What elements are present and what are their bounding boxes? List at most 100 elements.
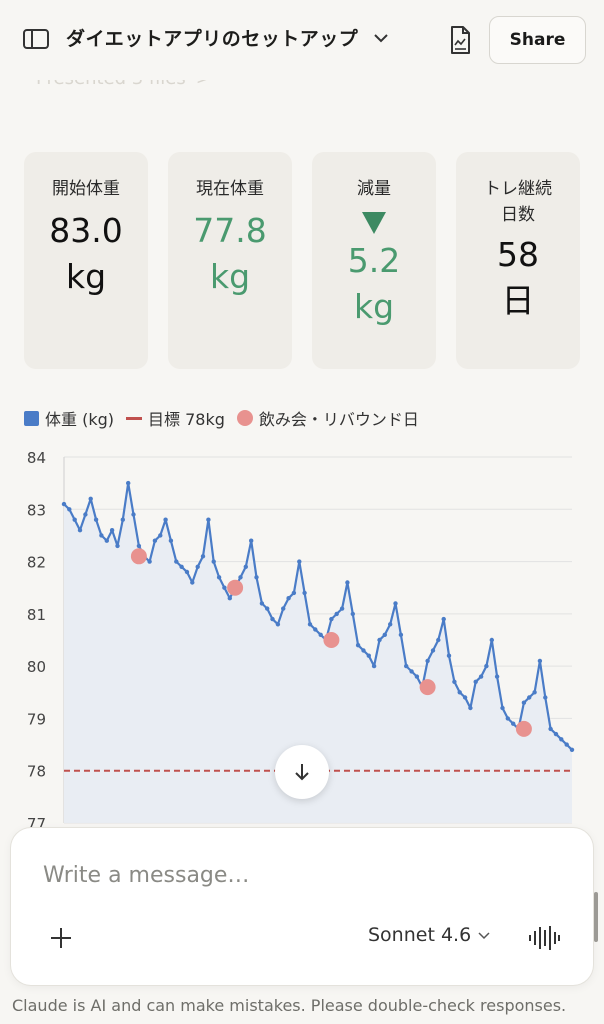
weight-data-point	[136, 543, 142, 549]
chevron-down-icon	[478, 932, 490, 940]
weight-data-point	[174, 559, 179, 564]
voice-waveform-icon[interactable]	[527, 924, 561, 952]
weight-data-point	[275, 622, 281, 627]
stat-number: 58	[497, 235, 539, 274]
weight-data-point	[216, 575, 222, 580]
scroll-down-button[interactable]	[275, 745, 329, 799]
weight-data-point	[484, 663, 489, 669]
weight-data-point	[265, 606, 270, 611]
weight-data-point	[313, 627, 318, 632]
stat-value: 5.2 kg	[312, 238, 436, 330]
y-tick-label: 83	[27, 501, 46, 519]
weight-data-point	[318, 632, 323, 637]
conversation-title: ダイエットアプリのセットアップ	[66, 28, 359, 50]
legend-swatch-rebound	[236, 410, 253, 426]
conversation-title-button[interactable]: ダイエットアプリのセットアップ	[66, 24, 390, 51]
message-composer: Sonnet 4.6	[11, 828, 593, 985]
stat-card-current-weight: 現在体重 77.8 kg	[168, 152, 292, 369]
weight-data-point	[414, 674, 420, 679]
weight-data-point	[441, 616, 446, 622]
scrollbar[interactable]	[594, 892, 598, 942]
y-tick-label: 80	[27, 658, 46, 676]
weight-data-point	[61, 501, 67, 507]
weight-data-point	[195, 564, 200, 569]
weight-data-point	[104, 538, 110, 543]
stat-unit: kg	[65, 257, 107, 296]
weight-data-point	[254, 575, 259, 580]
weight-data-point	[404, 663, 409, 669]
weight-data-point	[286, 596, 291, 601]
stat-card-weight-loss: 減量 5.2 kg	[312, 152, 436, 369]
weight-data-point	[436, 637, 441, 643]
weight-data-point	[302, 590, 307, 596]
weight-data-point	[270, 616, 275, 622]
weight-data-point	[211, 559, 216, 564]
weight-data-point	[339, 606, 345, 611]
chart-legend: 体重 (kg) 目標 78kg 飲み会・リバウンド日	[24, 406, 419, 430]
message-input[interactable]	[43, 858, 543, 892]
weight-data-point	[83, 512, 88, 517]
weight-data-point	[553, 731, 559, 737]
weight-data-point	[334, 611, 339, 617]
sidebar-toggle-icon[interactable]	[22, 26, 50, 52]
stat-number: 5.2	[347, 241, 401, 280]
weight-data-point	[329, 616, 334, 622]
weight-data-point	[569, 747, 575, 752]
weight-data-point	[281, 606, 286, 611]
weight-data-point	[537, 658, 543, 664]
rebound-marker	[323, 632, 340, 648]
weight-data-point	[452, 679, 457, 684]
legend-label-weight: 体重 (kg)	[45, 410, 114, 429]
weight-data-point	[131, 512, 136, 517]
stat-value: 77.8 kg	[168, 208, 292, 300]
weight-data-point	[478, 674, 484, 679]
weight-data-point	[457, 690, 462, 695]
weight-data-point	[88, 496, 93, 501]
top-bar: ダイエットアプリのセットアップ Share	[0, 0, 604, 80]
rebound-marker	[515, 720, 532, 737]
weight-data-point	[548, 726, 553, 732]
y-tick-label: 82	[27, 554, 46, 572]
weight-data-point	[468, 705, 473, 711]
weight-data-point	[243, 564, 248, 569]
weight-data-point	[388, 622, 393, 627]
weight-data-point	[398, 632, 404, 637]
stat-number: 83.0	[49, 211, 123, 250]
weight-data-point	[543, 695, 548, 700]
document-icon[interactable]	[446, 24, 474, 56]
weight-data-point	[382, 632, 387, 637]
weight-data-point	[126, 480, 131, 486]
y-tick-label: 84	[27, 449, 46, 467]
stat-unit: kg	[353, 287, 395, 326]
share-button[interactable]: Share	[489, 16, 586, 64]
model-selector[interactable]: Sonnet 4.6	[368, 924, 491, 946]
weight-data-point	[430, 648, 436, 653]
stat-value: 83.0 kg	[24, 208, 148, 300]
weight-data-point	[345, 580, 350, 585]
stat-number: 77.8	[193, 211, 267, 250]
weight-data-point	[350, 611, 355, 617]
model-name: Sonnet 4.6	[368, 924, 472, 946]
plus-icon[interactable]	[47, 924, 75, 952]
weight-data-point	[462, 695, 468, 700]
weight-data-point	[99, 533, 104, 538]
weight-data-point	[366, 653, 371, 658]
weight-data-point	[532, 690, 537, 695]
weight-data-point	[222, 585, 227, 590]
weight-data-point	[393, 601, 398, 606]
weight-area-fill	[64, 483, 572, 823]
weight-data-point	[473, 679, 478, 684]
stat-unit: 日	[501, 281, 535, 320]
weight-data-point	[120, 517, 126, 522]
rebound-marker	[419, 679, 436, 696]
disclaimer-text: Claude is AI and can make mistakes. Plea…	[12, 996, 567, 1015]
weight-data-point	[179, 564, 184, 569]
weight-data-point	[489, 637, 494, 643]
weight-data-point	[163, 517, 168, 522]
weight-data-point	[361, 648, 366, 653]
weight-data-point	[259, 601, 265, 606]
weight-data-point	[446, 653, 452, 658]
legend-swatch-weight	[24, 410, 39, 426]
weight-data-point	[93, 517, 99, 522]
